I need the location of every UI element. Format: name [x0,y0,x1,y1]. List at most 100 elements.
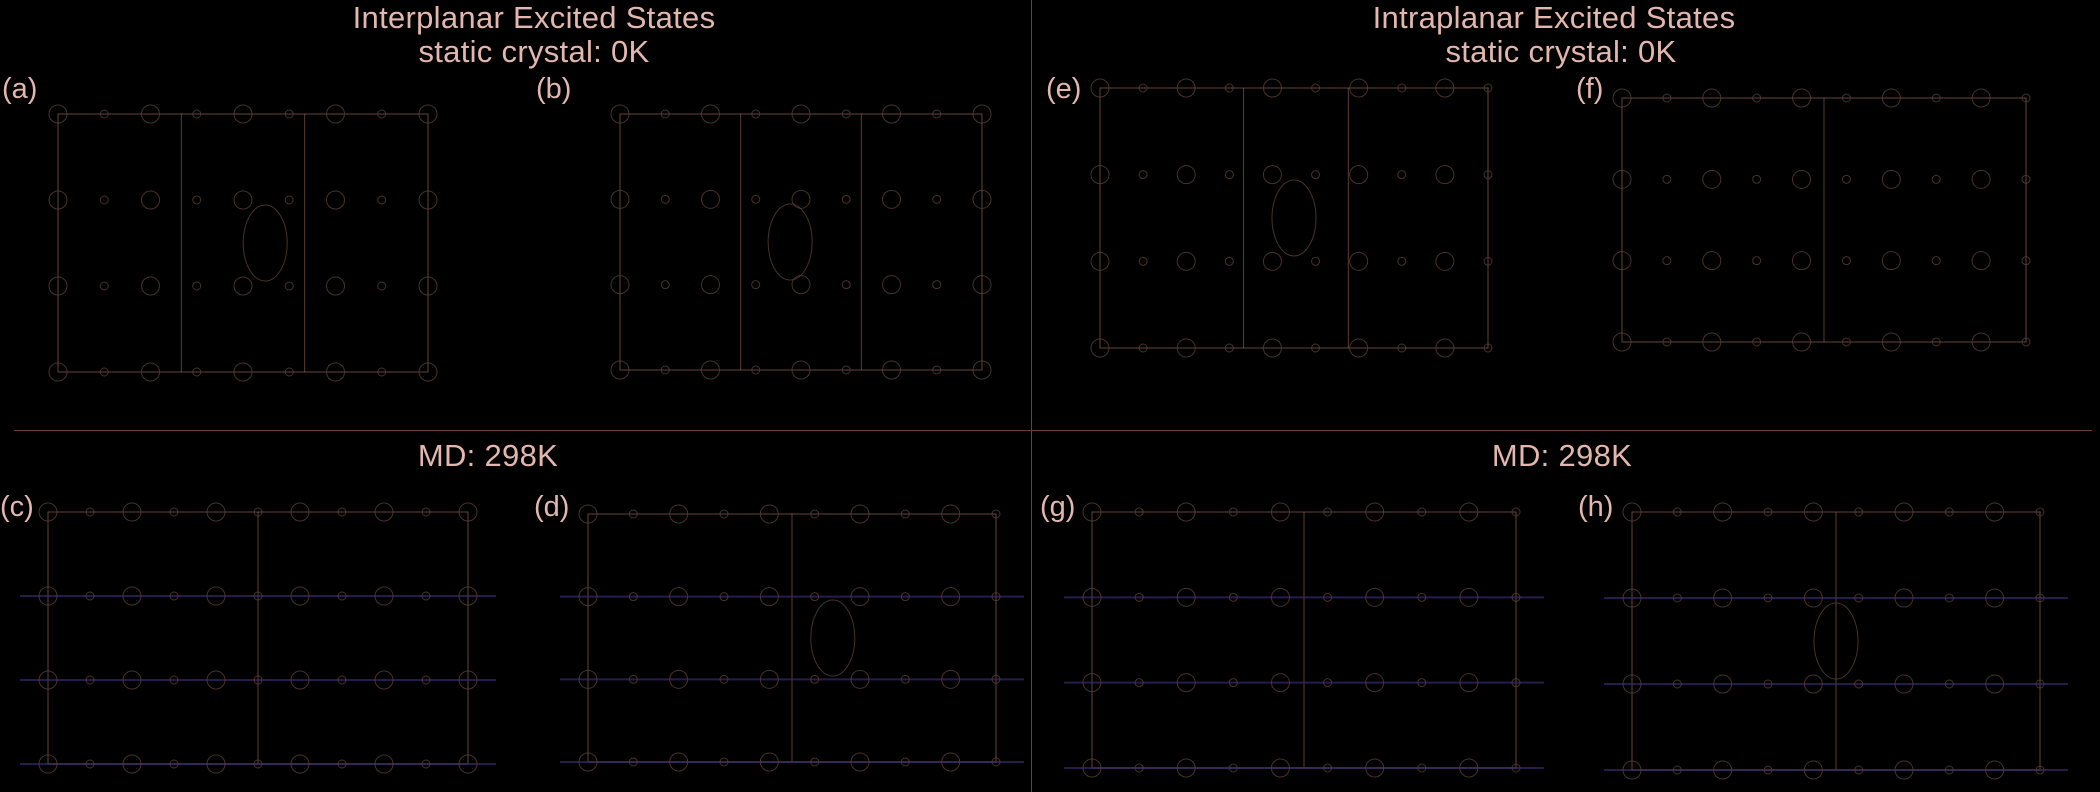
atom [1091,166,1109,184]
atom [1945,594,1953,602]
atom [1613,170,1631,188]
atom [1350,166,1368,184]
atom [1418,679,1426,687]
atom [1673,766,1681,774]
atom [1312,84,1320,92]
atom [579,505,597,523]
atom [973,276,991,294]
atom [842,110,850,118]
atom [207,671,225,689]
atom [1083,503,1101,521]
atom [1091,339,1109,357]
atom [1271,674,1289,692]
atom [1484,257,1492,265]
atom [100,196,108,204]
atom [1986,589,2004,607]
panel-b-lattice [612,106,990,378]
atom [291,671,309,689]
atom [992,758,1000,766]
atom [1177,252,1195,270]
atom [760,670,778,688]
atom [1764,508,1772,516]
atom [1436,339,1454,357]
atom [1842,257,1850,265]
atom [2022,94,2030,102]
atom [1945,508,1953,516]
atom [720,675,728,683]
atom [1225,84,1233,92]
atom [1366,503,1384,521]
cell-frame [58,114,428,372]
exciton-density [768,204,812,280]
atom [973,190,991,208]
atom [1855,594,1863,602]
atom [811,593,819,601]
atom [86,760,94,768]
atom [193,110,201,118]
atom [752,366,760,374]
atom [629,510,637,518]
atom [942,670,960,688]
atom [661,281,669,289]
panel-g-lattice [1084,504,1524,776]
horizontal-divider [14,430,2092,431]
atom [207,503,225,521]
atom [851,505,869,523]
atom [459,503,477,521]
atom [1804,589,1822,607]
atom [207,755,225,773]
atom [2036,680,2044,688]
atom [1663,257,1671,265]
atom [1714,761,1732,779]
panel-label-b: (b) [536,73,572,105]
atom [1271,759,1289,777]
atom [1263,339,1281,357]
exciton-density [1272,180,1316,256]
atom [933,195,941,203]
atom [670,588,688,606]
atom [901,593,909,601]
atom [1324,679,1332,687]
atom [1703,333,1721,351]
atom [579,588,597,606]
atom [1139,84,1147,92]
atom [1945,766,1953,774]
atom [661,366,669,374]
atom [193,282,201,290]
atom [1673,508,1681,516]
atom [1225,171,1233,179]
atom [123,587,141,605]
atom [1324,508,1332,516]
atom [1804,675,1822,693]
atom [1366,674,1384,692]
atom [1842,338,1850,346]
atom [1263,252,1281,270]
atom [1263,166,1281,184]
atom [1895,675,1913,693]
atom [1366,588,1384,606]
atom [792,105,810,123]
atom [1225,344,1233,352]
atom [1714,675,1732,693]
atom [2022,338,2030,346]
atom [327,191,345,209]
atom [992,675,1000,683]
atom [1350,339,1368,357]
atom [2036,766,2044,774]
atom [419,277,437,295]
atom [49,363,67,381]
atom [1932,94,1940,102]
atom [942,753,960,771]
atom [1855,680,1863,688]
exciton-density [811,600,855,676]
atom [1460,759,1478,777]
atom [2022,257,2030,265]
atom [579,670,597,688]
atom [1083,588,1101,606]
atom [291,503,309,521]
atom [1460,674,1478,692]
atom [459,587,477,605]
atom [142,191,160,209]
atom [1623,675,1641,693]
atom [1714,503,1732,521]
